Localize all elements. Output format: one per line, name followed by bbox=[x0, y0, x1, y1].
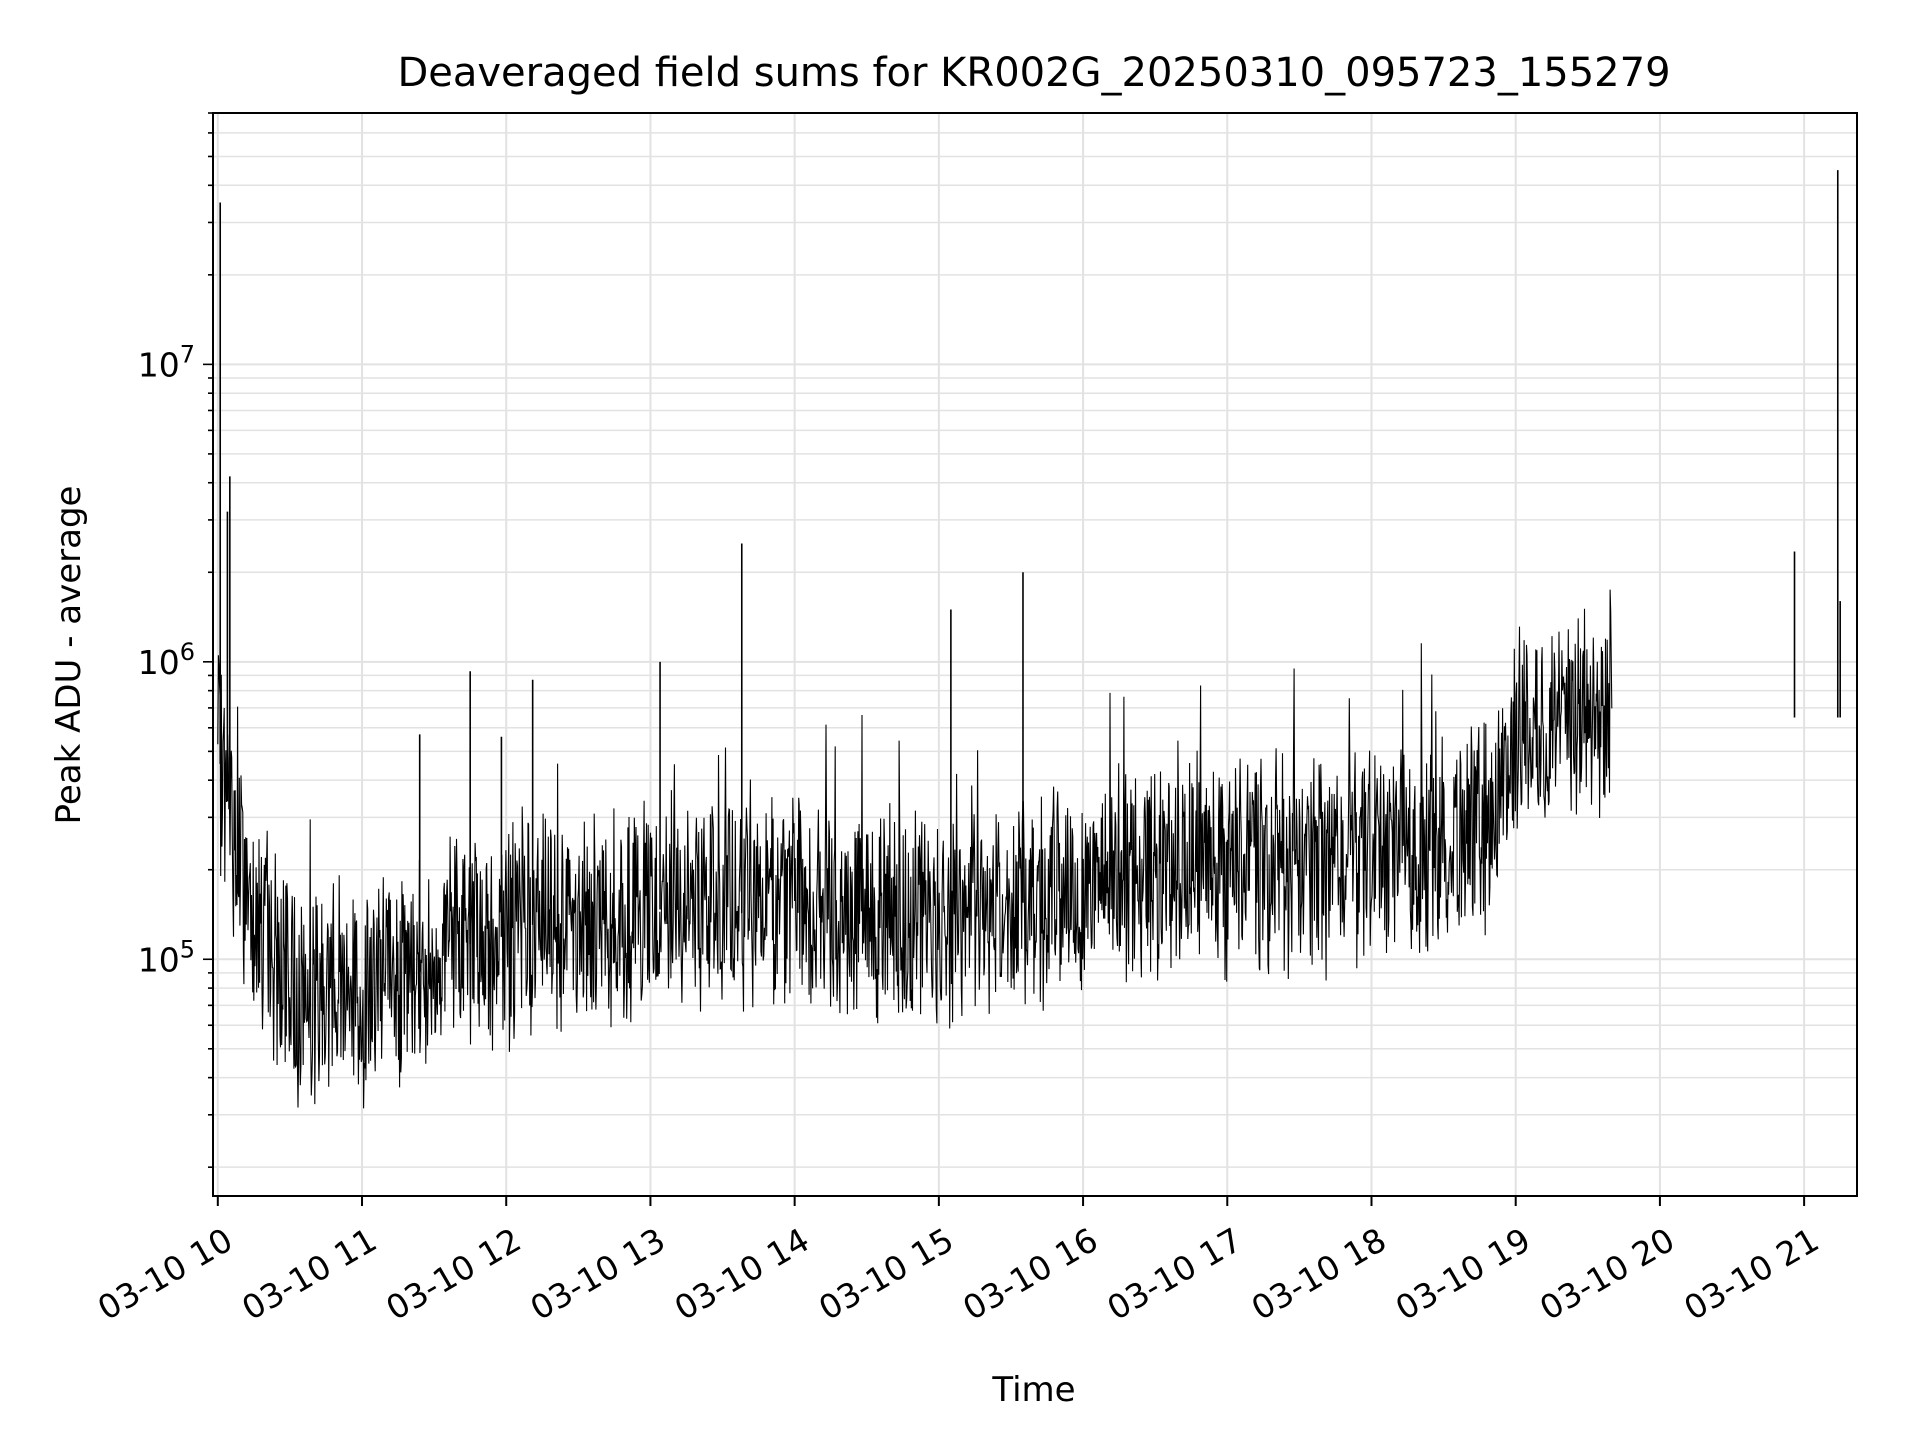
grid bbox=[213, 112, 1857, 1196]
y-axis-label: Peak ADU - average bbox=[49, 486, 89, 825]
y-axis: 105 106 107 bbox=[138, 112, 213, 1168]
chart-title: Deaveraged field sums for KR002G_2025031… bbox=[397, 50, 1670, 96]
y-tick-label: 106 bbox=[138, 638, 195, 682]
axes-frame bbox=[212, 112, 1858, 1197]
y-tick-label: 107 bbox=[138, 340, 195, 384]
y-tick-label: 105 bbox=[138, 935, 195, 979]
plot-area bbox=[217, 170, 1841, 1109]
series-line bbox=[217, 589, 1613, 1109]
x-axis-label: Time bbox=[991, 1370, 1075, 1410]
